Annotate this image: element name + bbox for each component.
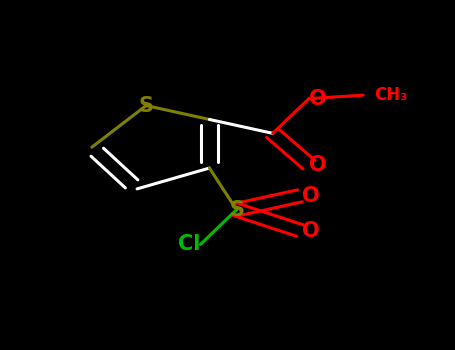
Text: O: O [303, 220, 320, 240]
Text: CH₃: CH₃ [374, 86, 408, 104]
Text: O: O [309, 89, 327, 108]
Text: S: S [229, 200, 244, 220]
Text: Cl: Cl [178, 234, 200, 254]
Text: O: O [309, 155, 327, 175]
Text: S: S [139, 96, 154, 116]
Text: O: O [303, 186, 320, 206]
